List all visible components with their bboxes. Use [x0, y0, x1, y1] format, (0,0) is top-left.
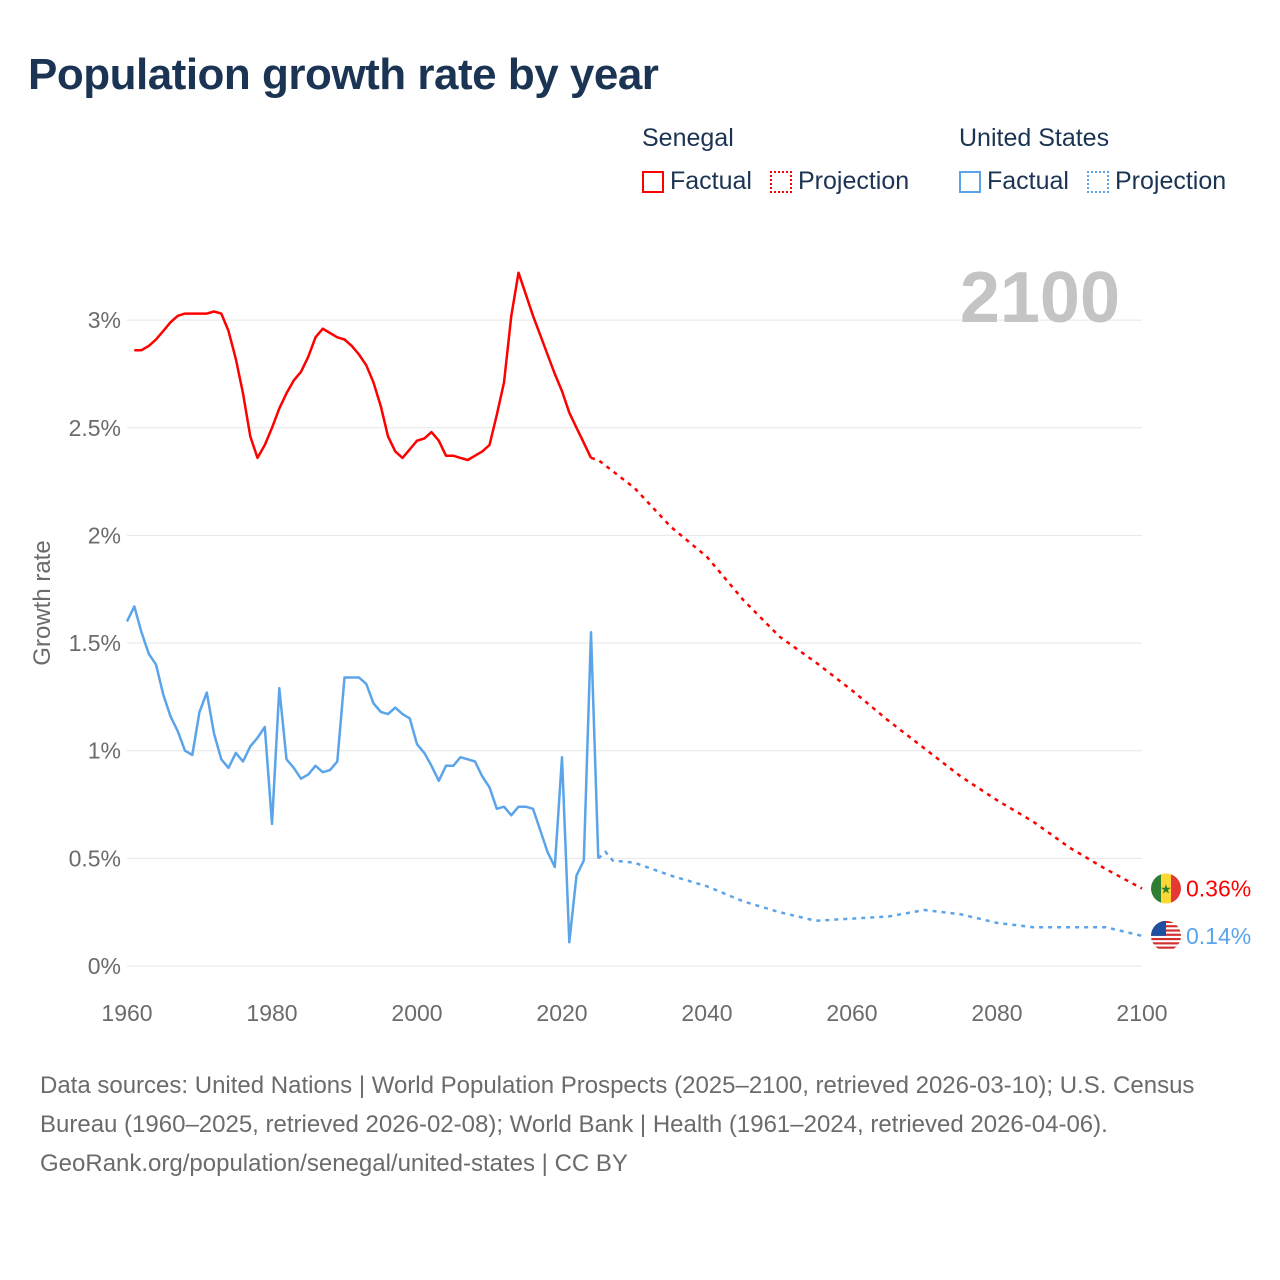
legend-label: Projection: [1114, 167, 1227, 195]
us-end-value-label: 0.14%: [1186, 923, 1251, 949]
solid-swatch-icon: [642, 170, 664, 193]
legend-label: Factual: [987, 167, 1069, 195]
legend-senegal: Senegal Factual Projection: [642, 124, 909, 196]
x-tick-label: 1960: [101, 1000, 152, 1026]
credit-link[interactable]: GeoRank.org/population/senegal/united-st…: [40, 1150, 628, 1177]
solid-swatch-icon: [959, 170, 981, 193]
svg-text:★: ★: [1160, 881, 1172, 896]
senegal-flag-icon: ★: [1151, 873, 1181, 904]
legend-us-factual[interactable]: Factual: [959, 167, 1069, 196]
legend-united-states: United States Factual Projection: [959, 124, 1226, 196]
legend-senegal-projection[interactable]: Projection: [769, 167, 910, 196]
senegal-end-value-label: 0.36%: [1186, 875, 1251, 901]
footer: Data sources: United Nations | World Pop…: [40, 1066, 1240, 1183]
legend-label: Factual: [670, 167, 752, 195]
senegal-factual-line: [134, 271, 593, 462]
legend-senegal-factual[interactable]: Factual: [642, 167, 752, 196]
us-factual-line: [125, 605, 600, 944]
year-indicator: 2100: [960, 258, 1120, 338]
y-tick-label: 0%: [88, 953, 121, 979]
legend-label: Projection: [797, 167, 910, 195]
data-sources: Data sources: United Nations | World Pop…: [40, 1072, 1195, 1138]
dotted-swatch-icon: [769, 170, 792, 193]
us-flag-icon: [1151, 920, 1181, 949]
y-tick-label: 0.5%: [69, 845, 121, 871]
legend-senegal-heading: Senegal: [642, 124, 734, 152]
dotted-swatch-icon: [1086, 170, 1109, 193]
legend-us-projection[interactable]: Projection: [1086, 167, 1227, 196]
chart-title: Population growth rate by year: [28, 50, 659, 99]
y-tick-label: 3%: [88, 307, 121, 333]
x-tick-label: 1980: [246, 1000, 297, 1026]
y-tick-label: 2.5%: [69, 415, 121, 441]
y-tick-label: 1%: [88, 738, 121, 764]
senegal-projection-line: [590, 456, 1143, 890]
y-axis-label: Growth rate: [29, 540, 56, 665]
us-projection-line: [597, 850, 1143, 938]
x-tick-label: 2100: [1116, 1000, 1167, 1026]
x-tick-label: 2060: [826, 1000, 877, 1026]
x-tick-label: 2080: [971, 1000, 1022, 1026]
y-tick-label: 1.5%: [69, 630, 121, 656]
x-tick-label: 2020: [536, 1000, 587, 1026]
legend-us-heading: United States: [959, 124, 1110, 152]
y-tick-label: 2%: [88, 522, 121, 548]
x-tick-label: 2040: [681, 1000, 732, 1026]
x-tick-label: 2000: [391, 1000, 442, 1026]
